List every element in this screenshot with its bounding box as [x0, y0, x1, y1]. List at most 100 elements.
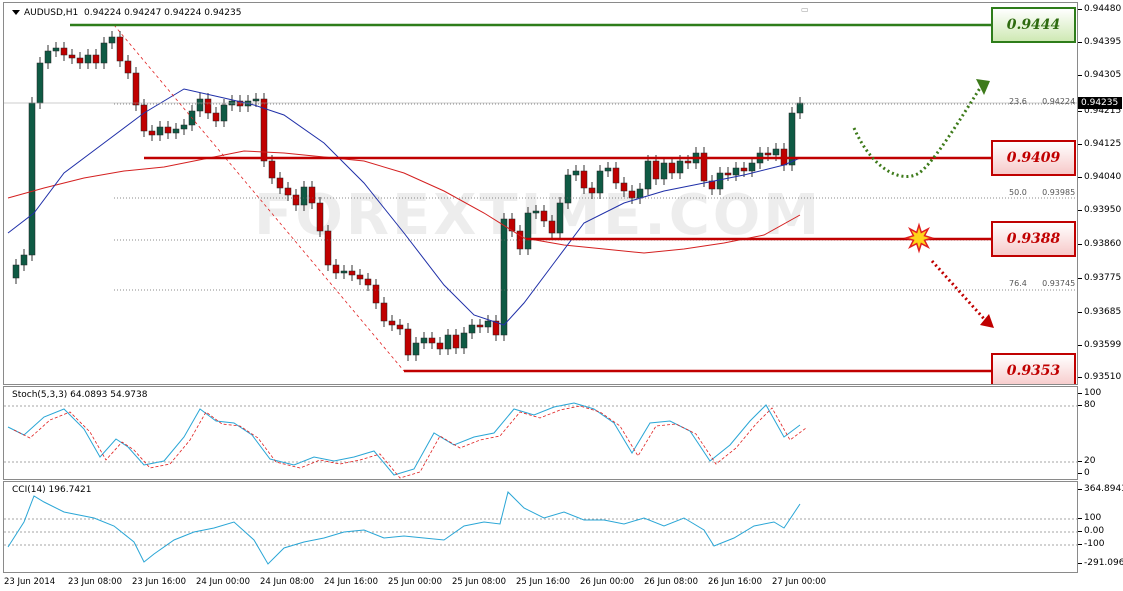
fib-label-76: 76.4 0.93745: [1009, 279, 1076, 288]
candle-body: [116, 36, 124, 62]
candle-body: [332, 264, 340, 274]
candle-body: [572, 170, 580, 176]
candle-body: [724, 172, 732, 176]
ohlc-values: 0.94224 0.94247 0.94224 0.94235: [84, 8, 242, 18]
candle-body: [348, 270, 356, 276]
symbol-label: AUDUSD,H1: [24, 8, 79, 18]
candle-body: [308, 186, 316, 204]
candle-body: [356, 274, 364, 280]
candle-body: [412, 342, 420, 356]
candle-body: [12, 264, 20, 279]
candle-body: [436, 342, 444, 350]
candle-body: [628, 190, 636, 199]
ma-slow-line: [7, 150, 801, 254]
candle-body: [156, 126, 164, 136]
stochastic-label: Stoch(5,3,3) 64.0893 54.9738: [12, 390, 148, 400]
candle-body: [380, 302, 388, 322]
candle-body: [796, 102, 804, 114]
bearish-scenario-arrow: [930, 259, 988, 323]
candle-body: [524, 212, 532, 250]
candle-body: [500, 218, 508, 336]
candle-body: [668, 162, 676, 174]
candle-body: [164, 126, 172, 134]
candle-body: [76, 57, 84, 64]
candle-body: [212, 112, 220, 122]
candle-body: [460, 332, 468, 349]
cci-chart: [4, 491, 1077, 565]
candle-body: [484, 320, 492, 328]
candle-body: [44, 50, 52, 64]
level-box-pivot: 0.9409: [991, 140, 1076, 176]
candle-body: [148, 130, 156, 136]
candle-body: [764, 152, 772, 156]
candle-body: [204, 98, 212, 114]
candle-body: [100, 42, 108, 64]
candle-body: [620, 182, 628, 192]
candle-body: [220, 104, 228, 122]
candle-body: [28, 102, 36, 256]
cci-pane[interactable]: CCI(14) 196.7421: [3, 481, 1078, 573]
stochastic-axis: 100 80 20 0: [1077, 386, 1123, 480]
candle-body: [324, 230, 332, 266]
candle-body: [716, 172, 724, 190]
candle-body: [788, 112, 796, 166]
candle-body: [108, 36, 116, 44]
candle-body: [588, 187, 596, 194]
candle-body: [556, 202, 564, 234]
fib-label-50: 50.0 0.93985: [1009, 188, 1076, 197]
candle-body: [372, 284, 380, 304]
candle-body: [92, 54, 100, 64]
candle-body: [420, 337, 428, 344]
candle-body: [468, 324, 476, 334]
bullish-arrowhead: [976, 79, 990, 95]
candle-body: [396, 324, 404, 330]
candle-body: [644, 160, 652, 190]
candle-body: [636, 188, 644, 199]
candle-body: [52, 47, 60, 52]
stoch-main-line: [7, 402, 801, 476]
candle-body: [452, 334, 460, 349]
cci-axis: 364.8943 100 0.00 -100 -291.0966: [1077, 481, 1123, 573]
candle-body: [36, 62, 44, 104]
candle-body: [604, 167, 612, 172]
symbol-header[interactable]: AUDUSD,H1 0.94224 0.94247 0.94224 0.9423…: [12, 8, 241, 18]
candle-body: [268, 160, 276, 179]
breakout-burst-icon: [903, 222, 935, 254]
candle-body: [404, 328, 412, 356]
cci-label: CCI(14) 196.7421: [12, 485, 92, 495]
candle-body: [132, 72, 140, 106]
stochastic-pane[interactable]: Stoch(5,3,3) 64.0893 54.9738: [3, 386, 1078, 480]
level-box-resistance: 0.9444: [991, 7, 1076, 43]
level-box-support-1: 0.9388: [991, 221, 1076, 257]
candle-body: [276, 177, 284, 189]
candle-body: [60, 47, 68, 56]
candle-body: [388, 320, 396, 326]
fib-label-23: 23.6 0.94224: [1009, 97, 1076, 106]
candle-body: [700, 152, 708, 182]
candle-body: [316, 202, 324, 232]
candle-body: [364, 278, 372, 286]
candle-body: [252, 98, 260, 102]
candle-body: [532, 210, 540, 214]
candle-body: [140, 104, 148, 132]
ma-fast-line: [7, 88, 801, 326]
candle-body: [748, 162, 756, 172]
candle-body: [684, 160, 692, 164]
candle-body: [444, 334, 452, 350]
candle-body: [260, 98, 268, 162]
dropdown-icon: [12, 10, 20, 15]
candle-body: [652, 160, 660, 180]
candle-body: [20, 254, 28, 266]
level-box-support-2: 0.9353: [991, 353, 1076, 384]
current-price-tag: 0.94235: [1078, 97, 1122, 109]
candle-body: [660, 162, 668, 180]
candle-body: [564, 174, 572, 204]
candle-body: [548, 220, 556, 234]
candle-body: [676, 160, 684, 174]
price-pane[interactable]: FOREXTIME.COM AUDUSD,H1 0.94224 0.94247 …: [3, 2, 1078, 385]
candle-body: [476, 324, 484, 328]
candle-body: [612, 167, 620, 184]
window-maximize-icon[interactable]: ▭: [801, 5, 809, 14]
candle-body: [292, 194, 300, 206]
